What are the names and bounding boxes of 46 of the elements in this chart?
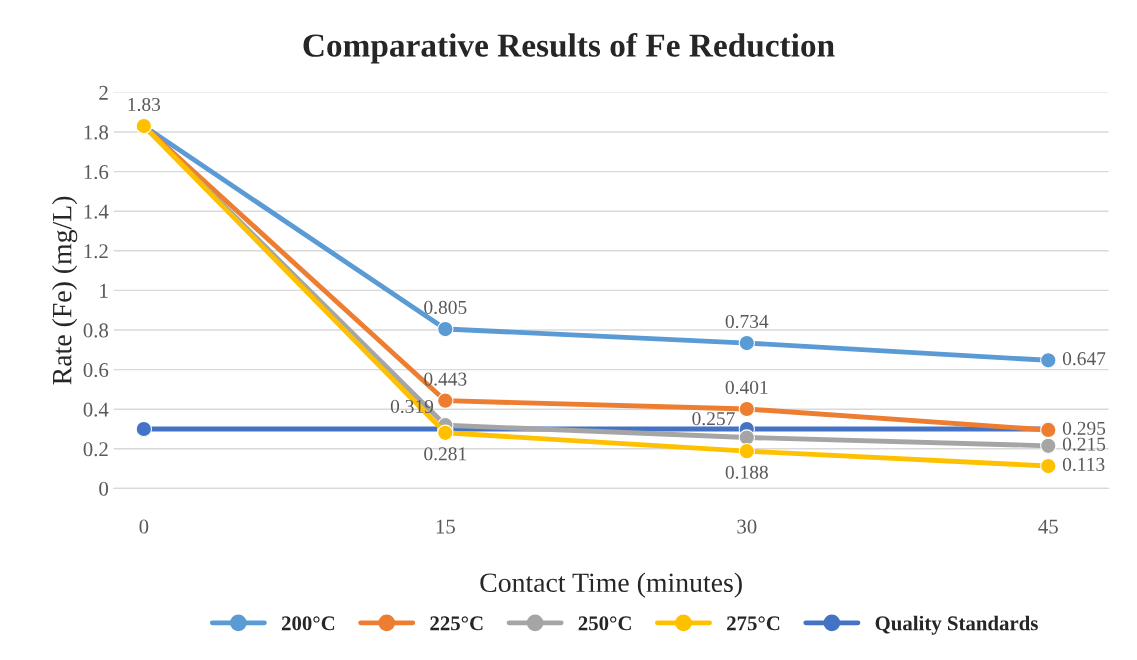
y-tick-label: 2 [99, 85, 108, 100]
data-label: 0.734 [725, 314, 769, 329]
data-label: 0.647 [1062, 352, 1106, 366]
data-label: 0.443 [424, 372, 467, 386]
legend-label: Quality Standards [875, 615, 1038, 635]
y-tick-label: 0.4 [83, 402, 109, 417]
data-label: 1.83 [128, 97, 161, 112]
data-label: 0.113 [1062, 457, 1105, 471]
y-tick-label: 0.2 [83, 442, 108, 457]
legend-label: 275°C [727, 616, 780, 631]
y-tick-label: 1.2 [84, 244, 108, 259]
point [1040, 352, 1057, 369]
legend-label: 225°C [430, 616, 483, 631]
y-tick-label: 1 [100, 283, 108, 298]
data-label: 0.805 [424, 300, 467, 315]
legend-label: 200°C [281, 616, 335, 631]
chart-title: Comparative Results of Fe Reduction [303, 33, 835, 64]
point [437, 424, 454, 441]
point [437, 320, 454, 338]
data-label: 0.295 [1062, 421, 1106, 435]
data-label: 0.188 [725, 465, 768, 479]
y-tick-label: 1.8 [84, 125, 109, 140]
y-tick-label: 0.6 [83, 362, 109, 378]
point [738, 400, 755, 418]
data-label: 0.281 [424, 447, 467, 461]
point [738, 429, 755, 446]
point [1040, 457, 1057, 475]
y-tick-label: 1.4 [84, 204, 109, 219]
x-tick-label: 0 [139, 519, 149, 534]
x-tick-label: 45 [1038, 519, 1058, 534]
data-label: 0.257 [692, 412, 735, 426]
data-label: 0.215 [1062, 437, 1106, 451]
y-axis-title: Rate (Fe) (mg/L) [51, 196, 78, 385]
point [738, 443, 755, 460]
legend-label: 250°C [578, 616, 631, 631]
point [135, 420, 153, 438]
point [437, 392, 454, 409]
x-axis-title: Contact Time (minutes) [480, 572, 742, 598]
data-label: 0.401 [725, 380, 768, 395]
x-tick-label: 30 [737, 519, 757, 534]
point [738, 334, 755, 352]
point [1040, 437, 1057, 454]
y-tick-label: 0.8 [83, 323, 109, 338]
y-tick-label: 0 [99, 481, 109, 496]
x-tick-label: 15 [436, 519, 455, 534]
y-tick-label: 1.6 [84, 165, 109, 180]
